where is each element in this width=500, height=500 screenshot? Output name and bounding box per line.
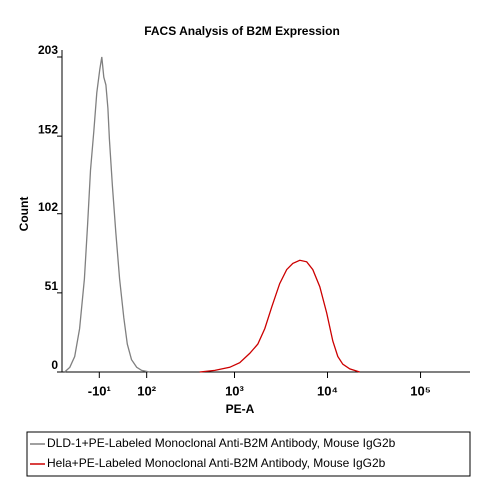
- y-tick-label: 102: [38, 200, 58, 214]
- y-tick-label: 203: [38, 43, 58, 57]
- y-tick-label: 0: [51, 358, 58, 372]
- y-tick-label: 51: [45, 279, 59, 293]
- x-tick-label: 10⁴: [317, 383, 338, 398]
- y-axis-label: Count: [17, 197, 31, 232]
- histogram-line: [199, 259, 360, 373]
- x-tick-label: 10³: [225, 383, 244, 398]
- chart-title: FACS Analysis of B2M Expression: [144, 24, 340, 38]
- legend-label: DLD-1+PE-Labeled Monoclonal Anti-B2M Ant…: [47, 436, 396, 450]
- x-tick-label: 10²: [137, 383, 156, 398]
- histogram-line: [64, 56, 150, 373]
- y-tick-label: 152: [38, 122, 58, 136]
- x-axis-label: PE-A: [226, 402, 255, 416]
- x-tick-label: 10⁵: [410, 383, 431, 398]
- legend-label: Hela+PE-Labeled Monoclonal Anti-B2M Anti…: [47, 456, 386, 470]
- legend-box: [26, 431, 471, 477]
- x-tick-label: -10¹: [88, 383, 111, 398]
